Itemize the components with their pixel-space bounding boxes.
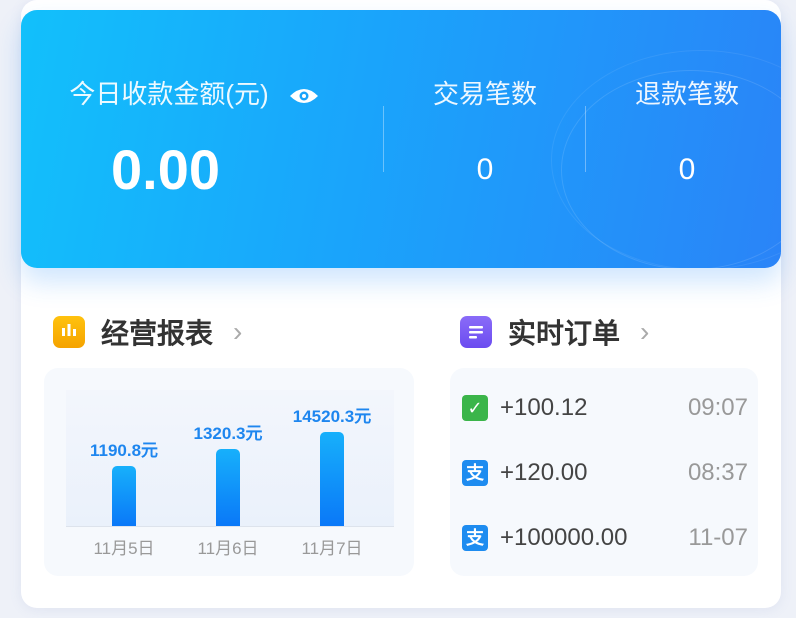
order-row[interactable]: 支 +120.00 08:37 <box>462 459 748 487</box>
chart-baseline <box>66 526 394 527</box>
order-amount: +100.12 <box>500 394 588 421</box>
order-time: 09:07 <box>687 394 748 421</box>
x-tick-label: 11月5日 <box>93 539 155 558</box>
order-time: 11-07 <box>688 524 748 551</box>
x-tick-label: 11月6日 <box>197 539 259 558</box>
x-tick-label: 11月7日 <box>301 539 363 558</box>
wechat-pay-icon: ✓ <box>462 395 488 421</box>
bar-1[interactable] <box>216 449 240 526</box>
trade-count-label: 交易笔数 <box>432 79 537 109</box>
today-amount-stat: 今日收款金额(元) 0.00 <box>59 74 329 202</box>
refund-count-label: 退款笔数 <box>634 79 739 109</box>
chevron-right-icon[interactable]: › <box>233 316 243 347</box>
alipay-icon: 支 <box>462 525 488 551</box>
report-title: 经营报表 <box>101 318 214 349</box>
order-row[interactable]: ✓ +100.12 09:07 <box>462 394 748 422</box>
today-amount-label: 今日收款金额(元) <box>69 79 269 109</box>
bar-chart-icon <box>53 316 85 348</box>
clipboard-icon <box>460 316 492 348</box>
refund-count-stat[interactable]: 退款笔数 0 <box>607 74 767 187</box>
bar-value-label: 1320.3元 <box>193 424 263 443</box>
trade-count-stat[interactable]: 交易笔数 0 <box>405 74 565 187</box>
today-amount-value: 0.00 <box>111 138 220 201</box>
orders-header[interactable]: 实时订单 › <box>460 312 649 352</box>
order-amount: +120.00 <box>500 459 588 486</box>
bar-value-label: 1190.8元 <box>89 441 159 460</box>
orders-title: 实时订单 <box>508 318 621 349</box>
order-amount: +100000.00 <box>500 524 628 551</box>
orders-panel <box>450 368 758 576</box>
bar-value-label: 14520.3元 <box>292 407 372 426</box>
refund-count-value: 0 <box>678 153 696 186</box>
divider <box>383 106 384 172</box>
order-row[interactable]: 支 +100000.00 11-07 <box>462 524 748 552</box>
trade-count-value: 0 <box>476 153 494 186</box>
bar-0[interactable] <box>112 466 136 526</box>
chevron-right-icon[interactable]: › <box>640 316 650 347</box>
divider <box>585 106 586 172</box>
report-header[interactable]: 经营报表 › <box>53 312 242 352</box>
bar-2[interactable] <box>320 432 344 526</box>
order-time: 08:37 <box>687 459 748 486</box>
eye-icon[interactable] <box>289 87 319 105</box>
alipay-icon: 支 <box>462 460 488 486</box>
summary-card: 今日收款金额(元) 0.00 交易笔数 0 退款笔数 0 <box>21 10 781 268</box>
